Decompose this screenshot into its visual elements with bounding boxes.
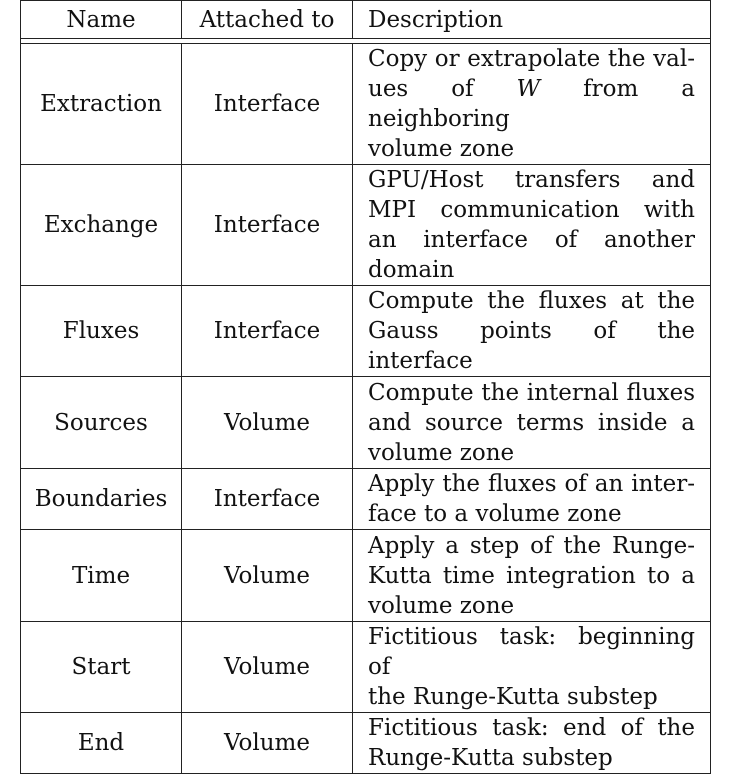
task-table: Name Attached to Description Extraction I… (20, 0, 711, 774)
description-line: Gauss points of the interface (368, 318, 695, 374)
description-cell: Fictitious task: beginning of the Runge-K… (352, 621, 711, 713)
description-cell: Copy or extrapolate the val-ues of W fro… (352, 43, 711, 165)
description-line: Compute the internal fluxes (368, 379, 695, 406)
description-line: GPU/Host transfers and (368, 167, 695, 193)
attached-to-cell: Volume (181, 376, 353, 469)
table-row: Boundaries Interface Apply the fluxes of a… (20, 468, 711, 530)
attached-to-cell: Volume (181, 621, 353, 713)
table-row: Extraction Interface Copy or extrapolate t… (20, 43, 711, 165)
description-line: the Runge-Kutta substep (368, 684, 658, 710)
description-line: volume zone (368, 592, 515, 619)
task-name-cell: Extraction (20, 43, 182, 165)
task-table-container: Name Attached to Description Extraction I… (20, 0, 711, 774)
description-line: volume zone (368, 136, 515, 162)
table-body: Extraction Interface Copy or extrapolate t… (20, 43, 711, 774)
task-name-cell: Exchange (20, 164, 182, 286)
description-line: Kutta time integration to a (368, 562, 695, 589)
header-name: Name (20, 0, 182, 39)
description-line: volume zone (368, 439, 515, 466)
task-name-cell: Start (20, 621, 182, 713)
attached-to-cell: Interface (181, 164, 353, 286)
table-row: Fluxes Interface Compute the fluxes at the… (20, 285, 711, 377)
description-line: Apply the fluxes of an inter- (368, 471, 695, 497)
description-line: Compute the fluxes at the (368, 288, 695, 314)
table-row: Sources Volume Compute the internal fluxes… (20, 376, 711, 469)
attached-to-cell: Volume (181, 712, 353, 774)
table-row: End Volume Fictitious task: end of the Rung… (20, 712, 711, 774)
description-line: and source terms inside a (368, 409, 695, 436)
attached-to-cell: Interface (181, 468, 353, 530)
description-line: Copy or extrapolate the val- (368, 46, 695, 72)
description-cell: Compute the internal fluxes and source te… (352, 376, 711, 469)
table-row: Start Volume Fictitious task: beginning of… (20, 621, 711, 713)
task-name-cell: End (20, 712, 182, 774)
header-description: Description (352, 0, 711, 39)
description-cell: Apply the fluxes of an inter-face to a v… (352, 468, 711, 530)
description-cell: GPU/Host transfers and MPI communication … (352, 164, 711, 286)
description-line: ues of W from a neighboring (368, 76, 695, 132)
description-cell: Compute the fluxes at the Gauss points of… (352, 285, 711, 377)
attached-to-cell: Interface (181, 285, 353, 377)
header-attached-to: Attached to (181, 0, 353, 39)
description-line: Fictitious task: beginning of (368, 624, 695, 680)
attached-to-cell: Interface (181, 43, 353, 165)
task-name-cell: Time (20, 529, 182, 622)
description-line: Apply a step of the Runge- (368, 532, 695, 559)
table-row: Time Volume Apply a step of the Runge- Kutt… (20, 529, 711, 622)
table-header-row: Name Attached to Description (20, 0, 711, 39)
description-line: MPI communication with (368, 197, 695, 223)
description-line: domain (368, 257, 455, 283)
description-line: Runge-Kutta substep (368, 745, 613, 771)
description-line: Fictitious task: end of the (368, 715, 695, 741)
table-row: Exchange Interface GPU/Host transfers and M… (20, 164, 711, 286)
description-line: an interface of another (368, 227, 695, 253)
math-symbol-w: W (516, 76, 541, 102)
description-cell: Fictitious task: end of the Runge-Kutta s… (352, 712, 711, 774)
task-name-cell: Fluxes (20, 285, 182, 377)
description-line: face to a volume zone (368, 501, 622, 527)
attached-to-cell: Volume (181, 529, 353, 622)
description-cell: Apply a step of the Runge- Kutta time int… (352, 529, 711, 622)
task-name-cell: Boundaries (20, 468, 182, 530)
task-name-cell: Sources (20, 376, 182, 469)
